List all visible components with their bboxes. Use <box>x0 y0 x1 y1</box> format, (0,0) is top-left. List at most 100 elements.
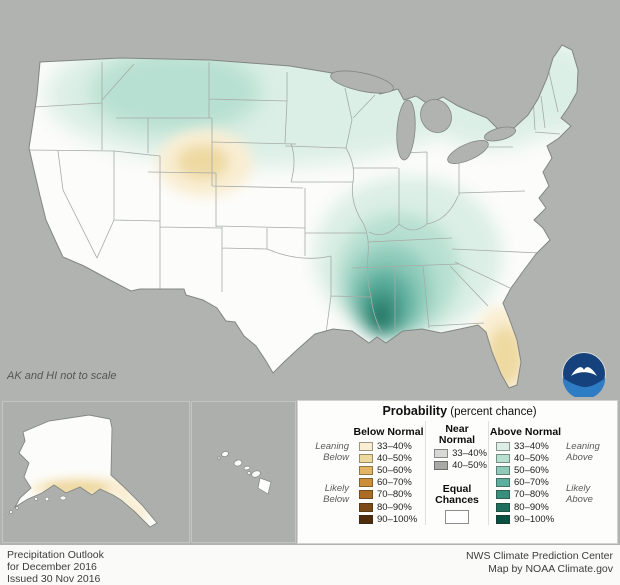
legend-title-main: Probability <box>382 404 448 418</box>
swatch-label: 33–40% <box>452 447 487 459</box>
legend-row: 60–70% <box>489 477 562 489</box>
below-swatch-33 <box>359 441 373 451</box>
below-swatch-column: Below Normal 33–40% 40–50% 50–60% 60–70%… <box>352 421 425 525</box>
us-map-svg <box>28 44 579 389</box>
swatch-label: 80–90% <box>514 501 549 513</box>
swatch-label: 40–50% <box>452 459 487 471</box>
footer-credit: Map by NOAA Climate.gov <box>488 563 613 575</box>
swatch-label: 70–80% <box>514 489 549 501</box>
equal-chances-label: Equal Chances <box>435 483 479 507</box>
alaska-below-normal-shading <box>31 476 149 521</box>
great-lakes <box>330 70 516 164</box>
island-hawaii <box>257 477 272 495</box>
noaa-logo <box>562 352 606 397</box>
footer: Precipitation Outlook for December 2016 … <box>0 545 620 585</box>
above-normal-montana-core <box>89 50 261 134</box>
legend-row: 33–40% <box>489 440 562 452</box>
island-kauai <box>221 451 229 457</box>
near-normal-header: Near Normal <box>438 423 476 446</box>
likely-below-label: Likely Below <box>323 483 349 505</box>
swatch-label: 90–100% <box>377 513 418 525</box>
near-swatch-33 <box>434 448 449 458</box>
legend-row: 40–50% <box>427 459 487 471</box>
likely-above-label: Likely Above <box>566 483 593 505</box>
above-swatch-50 <box>496 465 510 475</box>
legend-row: 90–100% <box>352 513 425 525</box>
noaa-gull-icon <box>571 367 597 376</box>
scale-note: AK and HI not to scale <box>7 370 117 382</box>
below-swatch-90 <box>359 514 373 524</box>
aleutian-islands <box>5 495 67 517</box>
footer-left-text: Precipitation Outlook for December 2016 … <box>7 549 104 585</box>
swatch-label: 90–100% <box>514 513 555 525</box>
leaning-below-label: Leaning Below <box>315 441 349 463</box>
legend-row: 90–100% <box>489 513 562 525</box>
island-niihau <box>217 456 221 460</box>
swatch-label: 60–70% <box>514 477 549 489</box>
lake-michigan <box>396 99 416 161</box>
legend-row: 80–90% <box>489 501 562 513</box>
above-swatch-70 <box>496 490 510 500</box>
equal-chances-swatch <box>445 510 469 525</box>
legend-above-normal-group: Above Normal 33–40% 40–50% 50–60% 60–70%… <box>489 421 608 525</box>
above-swatch-40 <box>496 453 510 463</box>
below-normal-florida-core <box>487 326 523 386</box>
legend-row: 40–50% <box>352 452 425 464</box>
hawaii-svg <box>217 451 272 495</box>
above-swatch-80 <box>496 502 510 512</box>
hawaii-islands <box>217 451 272 495</box>
legend-row: 33–40% <box>352 440 425 452</box>
lake-superior <box>330 70 394 94</box>
lake-erie <box>447 140 489 164</box>
legend-body: Leaning Below Likely Below Below Normal … <box>306 421 613 526</box>
swatch-label: 80–90% <box>377 501 412 513</box>
swatch-label: 60–70% <box>377 477 412 489</box>
legend-row: 80–90% <box>352 501 425 513</box>
island-oahu <box>233 459 243 467</box>
legend-row: 60–70% <box>352 477 425 489</box>
legend-row: 70–80% <box>352 489 425 501</box>
legend-row: 50–60% <box>489 464 562 476</box>
lake-huron <box>420 99 452 133</box>
above-swatch-90 <box>496 514 510 524</box>
us-outline <box>28 44 579 389</box>
above-side-labels: Leaning Above Likely Above <box>562 421 608 525</box>
below-normal-header: Below Normal <box>353 426 424 438</box>
noaa-logo-sea <box>562 378 606 397</box>
legend-row: 40–50% <box>489 452 562 464</box>
state-borders <box>29 62 561 334</box>
below-swatch-60 <box>359 478 373 488</box>
legend-row: 50–60% <box>352 464 425 476</box>
above-swatch-33 <box>496 441 510 451</box>
legend-row: 70–80% <box>489 489 562 501</box>
alaska-svg <box>5 414 158 528</box>
above-swatch-60 <box>496 478 510 488</box>
above-normal-header: Above Normal <box>489 426 562 438</box>
above-swatch-column: Above Normal 33–40% 40–50% 50–60% 60–70%… <box>489 421 562 525</box>
leaning-above-label: Leaning Above <box>566 441 600 463</box>
swatch-label: 33–40% <box>514 440 549 452</box>
legend-title: Probability (percent chance) <box>306 404 613 418</box>
island-maui <box>251 470 261 478</box>
footer-title: Precipitation Outlook <box>7 549 104 561</box>
below-normal-wyoming-core <box>177 145 229 179</box>
legend-row: 33–40% <box>427 447 487 459</box>
below-swatch-50 <box>359 465 373 475</box>
legend-title-note: (percent chance) <box>450 406 537 418</box>
swatch-label: 40–50% <box>377 452 412 464</box>
island-lanai <box>246 471 252 475</box>
below-side-labels: Leaning Below Likely Below <box>306 421 352 525</box>
footer-source: NWS Climate Prediction Center <box>465 550 613 562</box>
alaska-outline <box>13 414 158 528</box>
swatch-label: 50–60% <box>377 464 412 476</box>
alaska-panhandle-below <box>117 491 149 521</box>
above-normal-southeast-80 <box>371 306 389 330</box>
island-molokai <box>243 465 251 471</box>
hawaii-inset <box>191 401 296 543</box>
swatch-label: 40–50% <box>514 452 549 464</box>
swatch-label: 33–40% <box>377 440 412 452</box>
alaska-inset <box>2 401 190 543</box>
below-swatch-80 <box>359 502 373 512</box>
footer-right-text: NWS Climate Prediction Center Map by NOA… <box>466 550 613 576</box>
